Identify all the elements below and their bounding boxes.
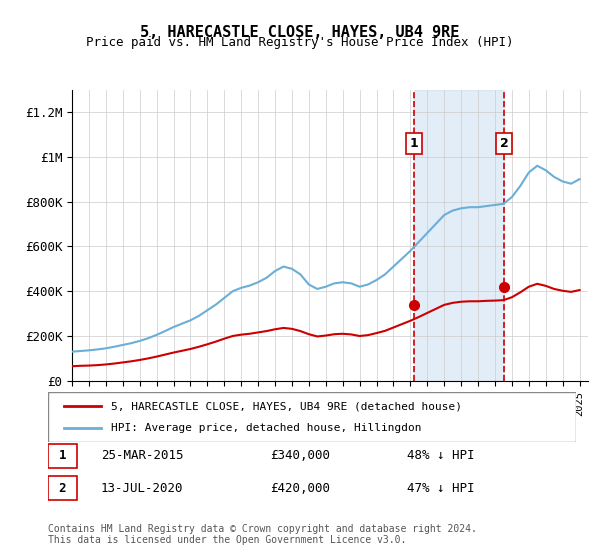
FancyBboxPatch shape [48,444,77,468]
Text: Price paid vs. HM Land Registry's House Price Index (HPI): Price paid vs. HM Land Registry's House … [86,36,514,49]
Text: 1: 1 [410,137,419,150]
Text: 2: 2 [59,482,66,494]
FancyBboxPatch shape [48,476,77,500]
Text: 5, HARECASTLE CLOSE, HAYES, UB4 9RE (detached house): 5, HARECASTLE CLOSE, HAYES, UB4 9RE (det… [112,401,463,411]
Text: £340,000: £340,000 [270,449,330,463]
Text: 48% ↓ HPI: 48% ↓ HPI [407,449,475,463]
Text: 25-MAR-2015: 25-MAR-2015 [101,449,184,463]
Text: 1: 1 [59,449,66,463]
Text: 47% ↓ HPI: 47% ↓ HPI [407,482,475,494]
Text: Contains HM Land Registry data © Crown copyright and database right 2024.
This d: Contains HM Land Registry data © Crown c… [48,524,477,545]
Text: 13-JUL-2020: 13-JUL-2020 [101,482,184,494]
Text: £420,000: £420,000 [270,482,330,494]
FancyBboxPatch shape [48,392,576,442]
Text: 5, HARECASTLE CLOSE, HAYES, UB4 9RE: 5, HARECASTLE CLOSE, HAYES, UB4 9RE [140,25,460,40]
Text: 2: 2 [500,137,508,150]
Text: HPI: Average price, detached house, Hillingdon: HPI: Average price, detached house, Hill… [112,423,422,433]
